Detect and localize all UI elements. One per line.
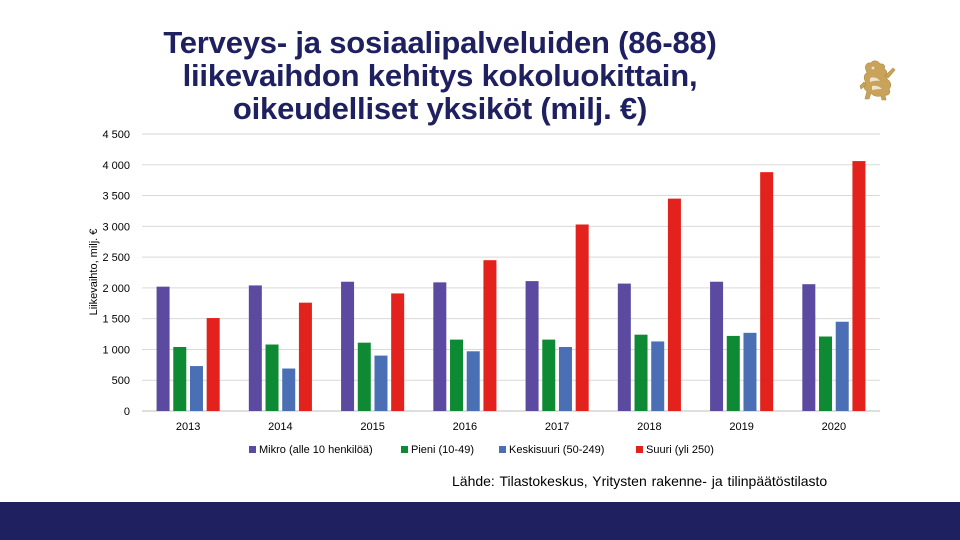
legend: Mikro (alle 10 henkilöä) Pieni (10-49) Kes… bbox=[249, 444, 714, 456]
y-tick-label: 3 000 bbox=[102, 221, 130, 233]
x-tick-label: 2019 bbox=[729, 421, 753, 433]
x-tick-label: 2014 bbox=[268, 421, 292, 433]
y-tick-label: 4 000 bbox=[102, 160, 130, 172]
x-axis-tick-labels: 2013 2014 2015 2016 2017 2018 2019 2020 bbox=[176, 421, 846, 433]
bar bbox=[466, 351, 480, 411]
bar bbox=[802, 284, 816, 411]
x-tick-label: 2020 bbox=[822, 421, 846, 433]
bar bbox=[189, 366, 203, 411]
finnish-lion-emblem-icon bbox=[859, 60, 896, 101]
bar bbox=[710, 281, 724, 411]
legend-label: Keskisuuri (50-249) bbox=[509, 444, 604, 456]
y-tick-label: 4 500 bbox=[102, 129, 130, 141]
bar bbox=[542, 339, 556, 411]
y-tick-label: 0 bbox=[124, 406, 130, 418]
y-tick-label: 2 000 bbox=[102, 283, 130, 295]
bar bbox=[298, 302, 312, 411]
x-tick-label: 2016 bbox=[453, 421, 477, 433]
bar bbox=[525, 281, 539, 411]
y-tick-label: 1 000 bbox=[102, 344, 130, 356]
legend-swatch bbox=[499, 446, 506, 453]
legend-label: Suuri (yli 250) bbox=[646, 444, 714, 456]
bar bbox=[391, 293, 405, 411]
bar bbox=[617, 283, 631, 411]
bar bbox=[483, 260, 497, 411]
bar bbox=[341, 281, 355, 411]
bar bbox=[667, 198, 681, 411]
bar-chart: 0 500 1 000 1 500 2 000 2 500 3 000 3 500 4 000 4… bbox=[88, 129, 880, 456]
footer-bar bbox=[0, 502, 960, 540]
bar bbox=[248, 285, 262, 411]
bar bbox=[819, 336, 833, 411]
y-tick-label: 1 500 bbox=[102, 314, 130, 326]
y-axis-label: Liikevaihto, milj. € bbox=[88, 229, 100, 316]
x-tick-label: 2017 bbox=[545, 421, 569, 433]
bar bbox=[206, 318, 220, 411]
slide-title: Terveys- ja sosiaalipalveluiden (86-88) … bbox=[100, 26, 780, 125]
legend-swatch bbox=[636, 446, 643, 453]
bar bbox=[726, 335, 740, 411]
source-note: Lähde: Tilastokeskus, Yritysten rakenne-… bbox=[452, 473, 828, 489]
bar bbox=[651, 341, 665, 411]
bar bbox=[852, 161, 866, 411]
bar bbox=[760, 172, 774, 411]
bars bbox=[156, 161, 866, 411]
bar bbox=[374, 355, 388, 411]
x-tick-label: 2018 bbox=[637, 421, 661, 433]
bar bbox=[575, 224, 589, 411]
title-line-3: oikeudelliset yksiköt (milj. €) bbox=[232, 91, 648, 126]
bar bbox=[450, 339, 464, 411]
title-line-2: liikevaihdon kehitys kokoluokittain, bbox=[182, 58, 698, 93]
bar bbox=[743, 332, 757, 411]
y-axis-tick-labels: 0 500 1 000 1 500 2 000 2 500 3 000 3 500 4 000 4… bbox=[102, 129, 130, 418]
bar bbox=[357, 342, 371, 411]
y-tick-label: 500 bbox=[112, 375, 130, 387]
gridlines bbox=[142, 133, 880, 412]
legend-swatch bbox=[401, 446, 408, 453]
y-tick-label: 3 500 bbox=[102, 191, 130, 203]
x-tick-label: 2015 bbox=[360, 421, 384, 433]
legend-swatch bbox=[249, 446, 256, 453]
bar bbox=[634, 334, 648, 411]
bar bbox=[265, 344, 279, 411]
bar bbox=[156, 286, 170, 411]
bar bbox=[835, 321, 849, 411]
bar bbox=[433, 282, 447, 411]
bar bbox=[282, 368, 296, 411]
legend-label: Mikro (alle 10 henkilöä) bbox=[259, 444, 373, 456]
title-line-1: Terveys- ja sosiaalipalveluiden (86-88) bbox=[163, 25, 717, 60]
bar bbox=[173, 346, 187, 411]
y-tick-label: 2 500 bbox=[102, 252, 130, 264]
x-tick-label: 2013 bbox=[176, 421, 200, 433]
bar bbox=[558, 346, 572, 411]
legend-label: Pieni (10-49) bbox=[411, 444, 474, 456]
